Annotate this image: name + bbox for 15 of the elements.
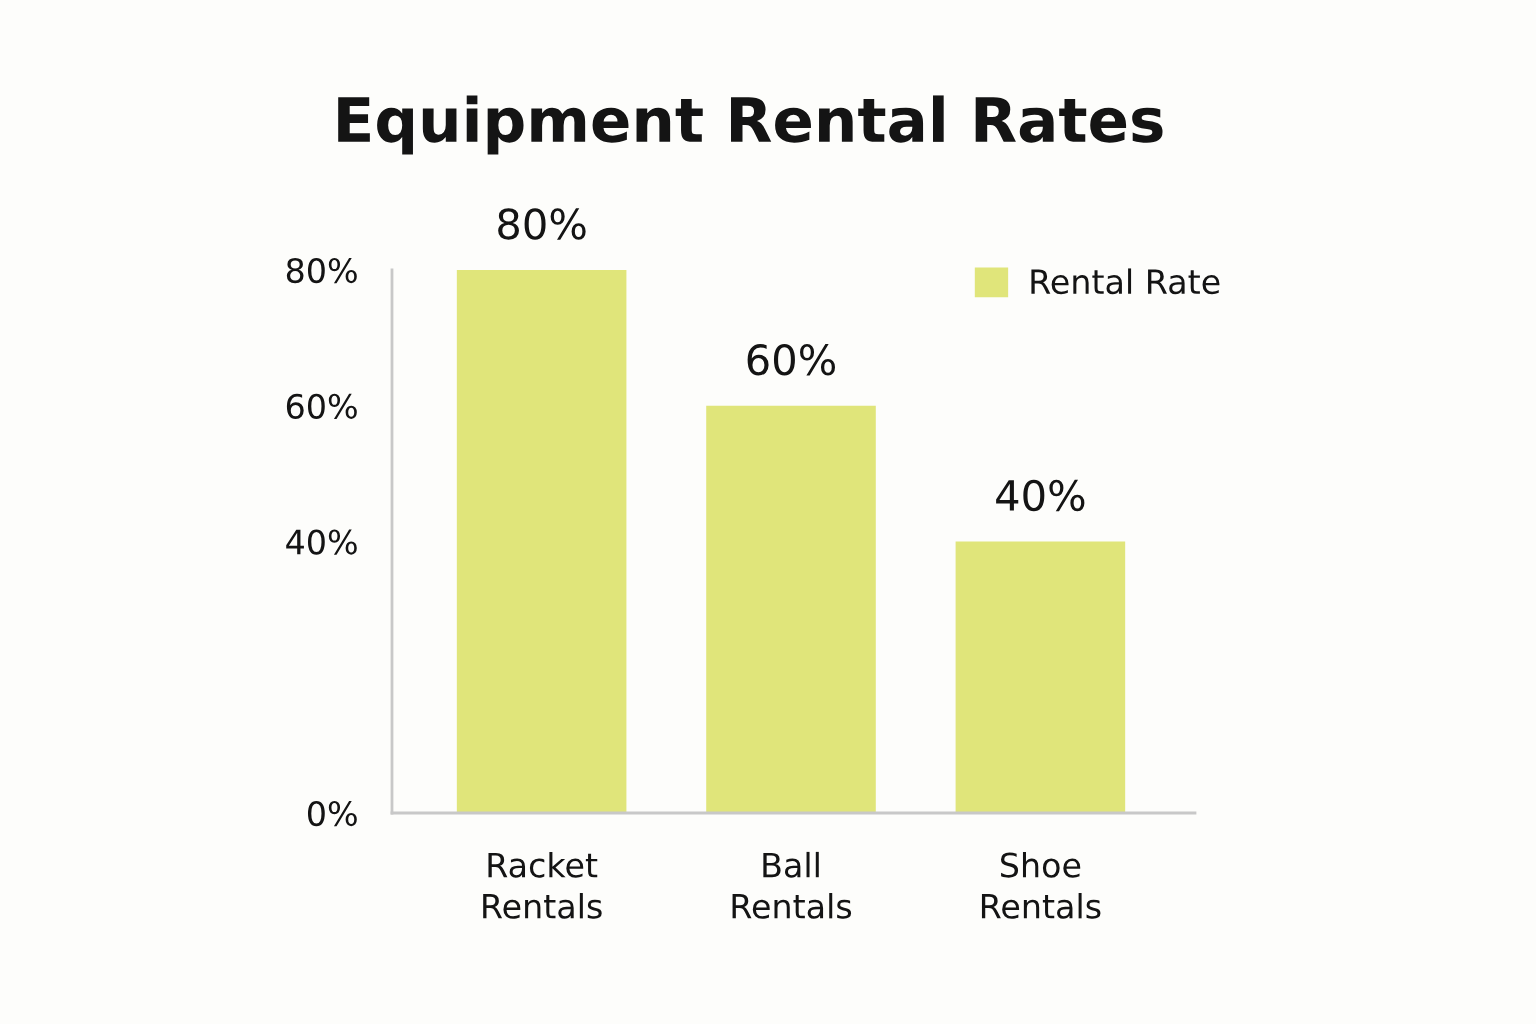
y-tick-label: 80% (286, 257, 357, 284)
x-tick-label: Ball Rentals (732, 851, 852, 919)
data-label: 40% (996, 479, 1085, 512)
bar (706, 405, 876, 813)
legend-label: Rental Rate (1031, 268, 1220, 295)
x-tick-label: Racket Rentals (483, 851, 602, 919)
bar (955, 541, 1126, 813)
x-tick-label: Shoe Rentals (981, 851, 1101, 919)
y-tick-label: 60% (286, 393, 357, 419)
bar (456, 270, 627, 813)
chart-title: Equipment Rental Rates (338, 95, 1163, 155)
data-label: 80% (498, 208, 586, 240)
y-tick-label: 40% (286, 529, 357, 555)
data-label: 60% (747, 343, 836, 376)
y-tick-label: 0% (307, 800, 357, 827)
